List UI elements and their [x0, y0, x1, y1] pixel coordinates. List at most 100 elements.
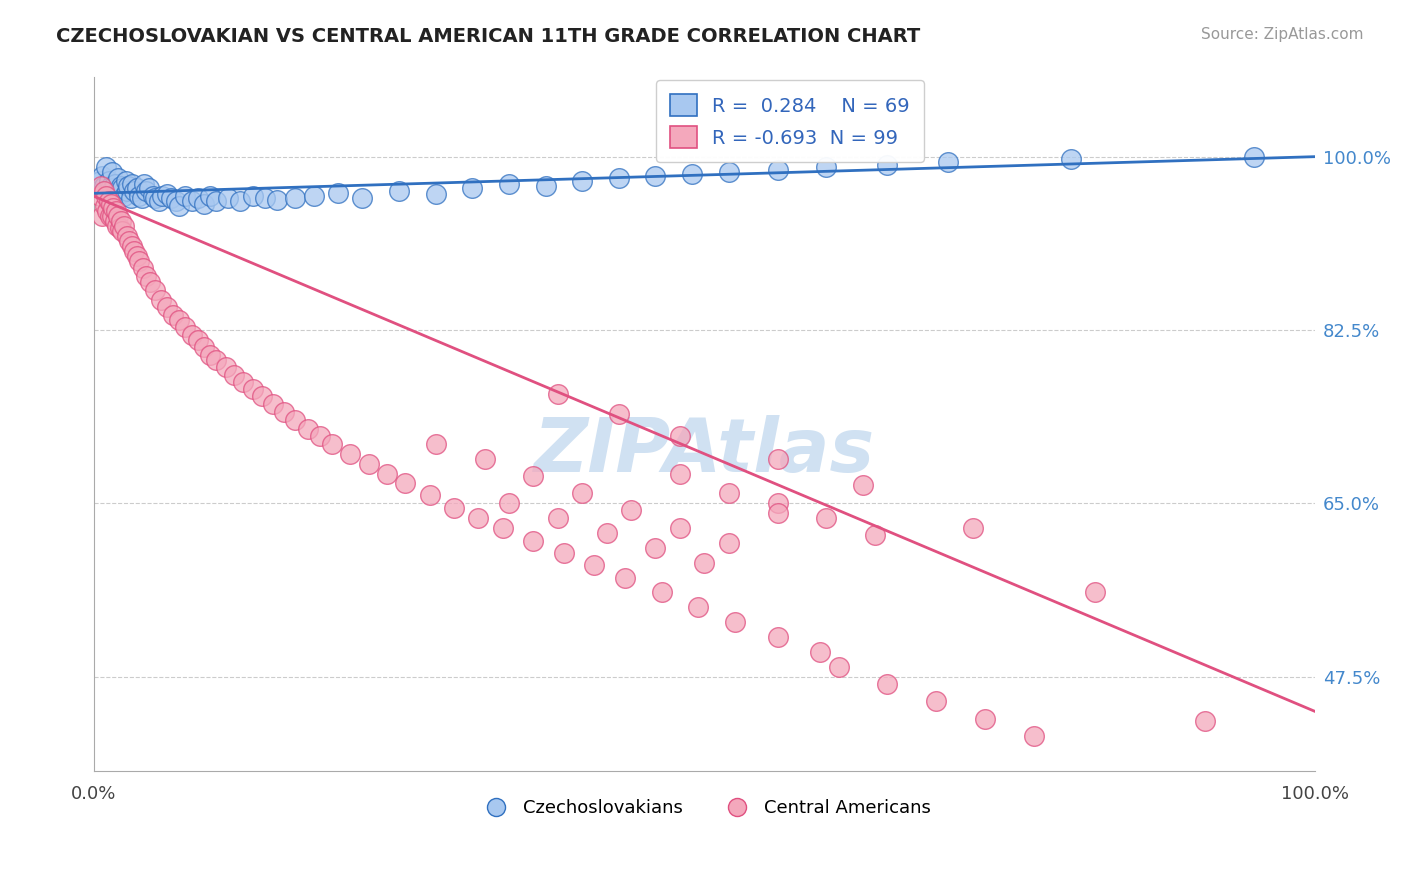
Point	[101, 164, 124, 178]
Point	[766, 162, 789, 177]
Point	[284, 191, 307, 205]
Point	[1059, 152, 1081, 166]
Point	[232, 376, 254, 390]
Point	[89, 174, 111, 188]
Point	[108, 221, 131, 235]
Text: CZECHOSLOVAKIAN VS CENTRAL AMERICAN 11TH GRADE CORRELATION CHART: CZECHOSLOVAKIAN VS CENTRAL AMERICAN 11TH…	[56, 27, 921, 45]
Point	[547, 511, 569, 525]
Point	[443, 501, 465, 516]
Point	[766, 506, 789, 520]
Point	[114, 189, 136, 203]
Point	[498, 496, 520, 510]
Point	[122, 244, 145, 258]
Point	[180, 327, 202, 342]
Point	[132, 178, 155, 192]
Point	[107, 171, 129, 186]
Point	[808, 645, 831, 659]
Point	[138, 181, 160, 195]
Point	[91, 209, 114, 223]
Point	[467, 511, 489, 525]
Point	[297, 422, 319, 436]
Point	[262, 397, 284, 411]
Point	[121, 178, 143, 192]
Point	[357, 457, 380, 471]
Point	[215, 359, 238, 374]
Point	[198, 189, 221, 203]
Point	[1084, 585, 1107, 599]
Point	[105, 184, 128, 198]
Point	[669, 467, 692, 481]
Point	[321, 437, 343, 451]
Point	[583, 558, 606, 572]
Point	[388, 184, 411, 198]
Point	[120, 191, 142, 205]
Point	[198, 348, 221, 362]
Point	[104, 191, 127, 205]
Point	[766, 496, 789, 510]
Point	[135, 268, 157, 283]
Point	[876, 676, 898, 690]
Point	[141, 189, 163, 203]
Point	[174, 320, 197, 334]
Point	[308, 429, 330, 443]
Point	[815, 511, 838, 525]
Point	[121, 239, 143, 253]
Point	[101, 209, 124, 223]
Point	[620, 503, 643, 517]
Point	[98, 189, 121, 203]
Point	[180, 194, 202, 209]
Point	[669, 521, 692, 535]
Point	[595, 526, 617, 541]
Point	[522, 468, 544, 483]
Point	[169, 313, 191, 327]
Point	[717, 536, 740, 550]
Point	[766, 630, 789, 644]
Point	[571, 486, 593, 500]
Point	[114, 219, 136, 233]
Point	[876, 158, 898, 172]
Point	[205, 194, 228, 209]
Point	[91, 169, 114, 184]
Point	[132, 260, 155, 275]
Point	[111, 224, 134, 238]
Point	[104, 204, 127, 219]
Point	[938, 154, 960, 169]
Point	[498, 178, 520, 192]
Point	[815, 160, 838, 174]
Point	[97, 174, 120, 188]
Point	[118, 234, 141, 248]
Point	[681, 168, 703, 182]
Point	[571, 174, 593, 188]
Point	[143, 284, 166, 298]
Point	[766, 451, 789, 466]
Point	[131, 191, 153, 205]
Point	[522, 533, 544, 548]
Point	[125, 181, 148, 195]
Point	[89, 189, 111, 203]
Point	[115, 228, 138, 243]
Point	[242, 189, 264, 203]
Point	[122, 184, 145, 198]
Point	[115, 184, 138, 198]
Point	[394, 476, 416, 491]
Point	[104, 214, 127, 228]
Point	[205, 352, 228, 367]
Point	[174, 189, 197, 203]
Point	[162, 308, 184, 322]
Point	[148, 194, 170, 209]
Point	[103, 181, 125, 195]
Point	[100, 179, 122, 194]
Point	[425, 437, 447, 451]
Point	[128, 253, 150, 268]
Point	[852, 478, 875, 492]
Point	[284, 413, 307, 427]
Point	[98, 209, 121, 223]
Point	[90, 179, 112, 194]
Point	[110, 179, 132, 194]
Point	[1194, 714, 1216, 728]
Point	[962, 521, 984, 535]
Point	[253, 191, 276, 205]
Point	[107, 209, 129, 223]
Point	[534, 179, 557, 194]
Point	[94, 199, 117, 213]
